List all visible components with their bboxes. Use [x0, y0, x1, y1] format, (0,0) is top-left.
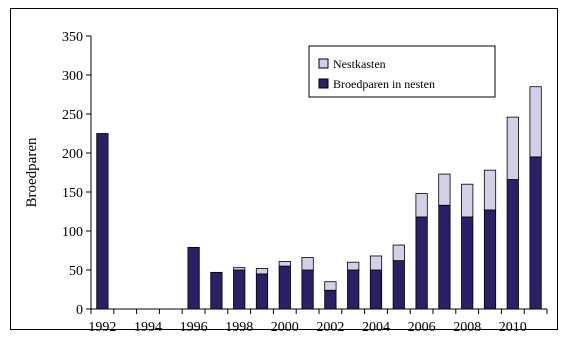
legend-label-nestkasten: Nestkasten [333, 57, 386, 71]
bar-broedparen-in-nesten [255, 273, 269, 310]
bar-nestkasten [392, 244, 405, 262]
bar-broedparen-in-nesten [392, 260, 405, 310]
bar-broedparen-in-nesten [210, 271, 223, 310]
bar-broedparen-in-nesten [438, 204, 451, 310]
bar-broedparen-in-nesten [529, 156, 542, 310]
bar-broedparen-in-nesten [278, 265, 291, 310]
x-axis: 1992 1994 1996 1998 2000 2002 2004 2006 2008 2010 [88, 308, 548, 331]
bars [96, 86, 542, 310]
y-tick-label: 350 [62, 30, 83, 45]
chart-frame: 0 50 100 150 200 250 300 350 1992 1994 1996 1998 20… [10, 8, 558, 331]
bar-broedparen-in-nesten [415, 216, 428, 310]
bar-broedparen-in-nesten [483, 209, 497, 310]
y-tick-label: 200 [62, 147, 83, 162]
bar-nestkasten [255, 268, 269, 275]
bar-broedparen-in-nesten [369, 269, 383, 310]
y-tick-label: 150 [62, 186, 83, 201]
y-tick-label: 0 [76, 303, 83, 318]
bar-nestkasten [529, 86, 542, 158]
bar-nestkasten [483, 169, 497, 211]
bar-broedparen-in-nesten [233, 269, 246, 310]
x-tick-label: 1994 [134, 320, 162, 331]
x-tick-label: 2008 [453, 320, 481, 331]
x-tick-label: 2002 [316, 320, 344, 331]
x-tick-label: 2010 [499, 320, 527, 331]
bar-nestkasten [438, 173, 451, 206]
bar-nestkasten [278, 261, 291, 267]
bar-broedparen-in-nesten [96, 133, 109, 310]
bar-nestkasten [506, 116, 519, 180]
y-axis-title: Broedparen [24, 137, 40, 207]
bar-broedparen-in-nesten [461, 216, 474, 310]
legend-swatch-nestkasten [318, 58, 329, 69]
bar-nestkasten [461, 183, 474, 218]
legend-swatch-broedparen-in-nesten [318, 78, 329, 89]
y-tick-label: 50 [69, 264, 83, 279]
bar-nestkasten [233, 267, 246, 271]
bar-nestkasten [324, 281, 337, 291]
x-tick-label: 1992 [88, 320, 116, 331]
bar-broedparen-in-nesten [187, 246, 200, 310]
x-tick-label: 1998 [225, 320, 253, 331]
bar-nestkasten [415, 193, 428, 218]
x-tick-label: 2004 [362, 320, 390, 331]
x-tick-label: 2006 [408, 320, 436, 331]
stacked-bar-chart: 0 50 100 150 200 250 300 350 1992 1994 1996 1998 20… [24, 30, 548, 331]
bar-nestkasten [301, 257, 314, 271]
bar-nestkasten [347, 261, 360, 271]
x-tick-label: 1996 [180, 320, 208, 331]
y-tick-label: 250 [62, 108, 83, 123]
y-axis: 0 50 100 150 200 250 300 350 [62, 30, 92, 318]
bar-broedparen-in-nesten [506, 179, 519, 310]
bar-broedparen-in-nesten [347, 269, 360, 310]
bar-nestkasten [369, 255, 383, 271]
bar-broedparen-in-nesten [301, 269, 314, 310]
x-tick-label: 2000 [271, 320, 299, 331]
bar-broedparen-in-nesten [324, 289, 337, 310]
y-tick-label: 300 [62, 69, 83, 84]
legend: Nestkasten Broedparen in nesten [308, 45, 496, 98]
legend-box [308, 45, 496, 98]
legend-label-broedparen-in-nesten: Broedparen in nesten [333, 77, 435, 91]
y-tick-label: 100 [62, 225, 83, 240]
